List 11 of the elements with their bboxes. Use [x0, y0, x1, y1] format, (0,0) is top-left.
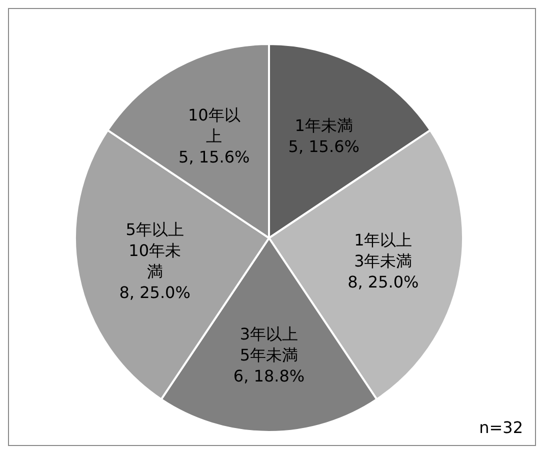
slice-label: 1年以上3年未満: [354, 230, 412, 270]
data-label: 5, 15.6%: [178, 146, 250, 166]
data-label: 8, 25.0%: [348, 272, 419, 292]
slice-label: 3年以上5年未満: [240, 324, 298, 364]
slice-label: 1年未満: [294, 115, 353, 134]
data-label: 6, 18.8%: [233, 366, 305, 385]
slice-label: 10年以上: [188, 104, 240, 145]
text: n=32: [479, 418, 523, 437]
data-label: 8, 25.0%: [119, 282, 190, 302]
data-label: 5, 15.6%: [288, 136, 360, 156]
slice-label: 5年以上10年未満: [126, 220, 184, 281]
